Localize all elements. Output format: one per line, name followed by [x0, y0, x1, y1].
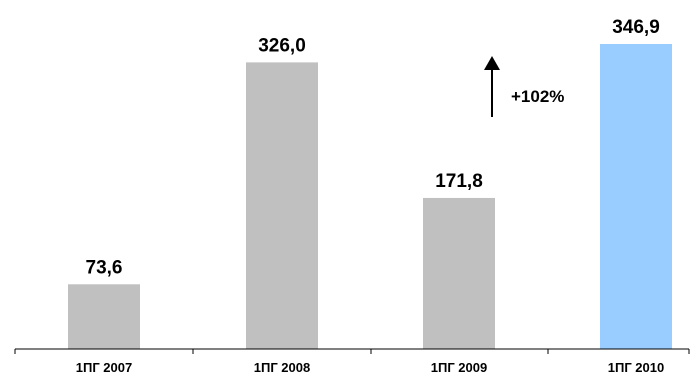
bar-2 [246, 62, 318, 350]
category-label-1: 1ПГ 2007 [76, 360, 132, 375]
category-label-4: 1ПГ 2010 [608, 360, 664, 375]
growth-arrowhead-icon [484, 56, 500, 70]
category-label-3: 1ПГ 2009 [431, 360, 487, 375]
bar-1 [68, 284, 140, 349]
value-labels-group: 73,6 326,0 171,8 346,9 [86, 17, 660, 278]
growth-label: +102% [511, 87, 564, 106]
growth-annotation: +102% [484, 56, 564, 117]
value-label-1: 73,6 [86, 257, 123, 278]
value-label-4: 346,9 [612, 17, 660, 38]
value-label-2: 326,0 [258, 35, 306, 56]
x-axis [14, 348, 690, 354]
bar-4 [600, 44, 672, 349]
bars-group [68, 44, 672, 350]
category-label-2: 1ПГ 2008 [254, 360, 310, 375]
value-label-3: 171,8 [435, 171, 483, 192]
bar-3 [423, 197, 495, 349]
category-labels-group: 1ПГ 2007 1ПГ 2008 1ПГ 2009 1ПГ 2010 [76, 360, 664, 375]
